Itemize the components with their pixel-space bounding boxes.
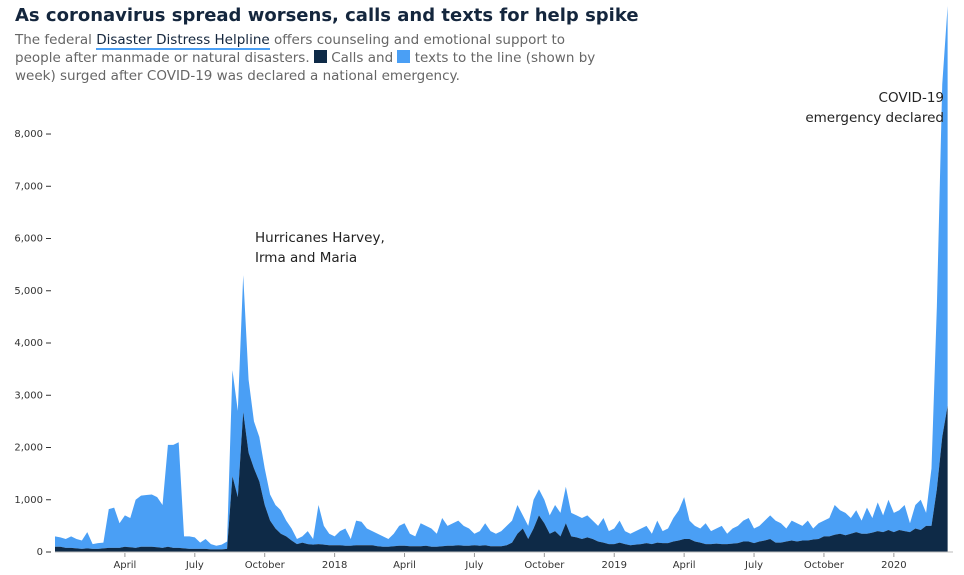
- y-tick-label: 3,000: [14, 390, 43, 401]
- legend-label: texts: [414, 50, 449, 66]
- x-tick-label: 2020: [881, 560, 906, 571]
- x-tick-label: April: [673, 560, 696, 571]
- y-tick-label: 2,000: [14, 443, 43, 454]
- x-tick-label: 2019: [602, 560, 627, 571]
- y-tick-label: 5,000: [14, 286, 43, 297]
- x-tick-label: July: [744, 560, 763, 571]
- legend-label: Calls: [331, 50, 364, 66]
- x-tick-label: 2018: [322, 560, 347, 571]
- subtitle-text: to the line (shown by week) surged after…: [15, 50, 596, 84]
- y-tick-label: 4,000: [14, 338, 43, 349]
- x-tick-label: July: [185, 560, 204, 571]
- area: [55, 405, 948, 552]
- annotation: emergency declared: [805, 110, 944, 126]
- annotation: COVID-19: [879, 90, 944, 106]
- y-tick-label: 0: [37, 547, 43, 558]
- y-tick-label: 1,000: [14, 495, 43, 506]
- y-tick-label: 8,000: [14, 129, 43, 140]
- x-tick-label: April: [113, 560, 136, 571]
- legend-swatch: [397, 50, 411, 63]
- x-tick-label: April: [393, 560, 416, 571]
- x-tick-label: October: [804, 560, 845, 571]
- x-tick-label: October: [524, 560, 565, 571]
- annotation: Hurricanes Harvey,: [255, 230, 385, 246]
- x-tick-label: October: [245, 560, 286, 571]
- area: [55, 6, 948, 550]
- legend-swatch: [313, 50, 327, 63]
- subtitle-text: offers counseling and emotional support …: [15, 32, 566, 66]
- y-tick-label: 7,000: [14, 181, 43, 192]
- subtitle: The federal Disaster Distress Helpline o…: [15, 31, 615, 85]
- subtitle-text: and: [367, 50, 394, 66]
- y-tick-label: 6,000: [14, 234, 43, 245]
- link[interactable]: Disaster Distress Helpline: [96, 32, 270, 50]
- chart-title: As coronavirus spread worsens, calls and…: [15, 5, 639, 26]
- subtitle-text: The federal: [15, 32, 92, 48]
- x-tick-label: July: [464, 560, 483, 571]
- annotation: Irma and Maria: [255, 250, 357, 266]
